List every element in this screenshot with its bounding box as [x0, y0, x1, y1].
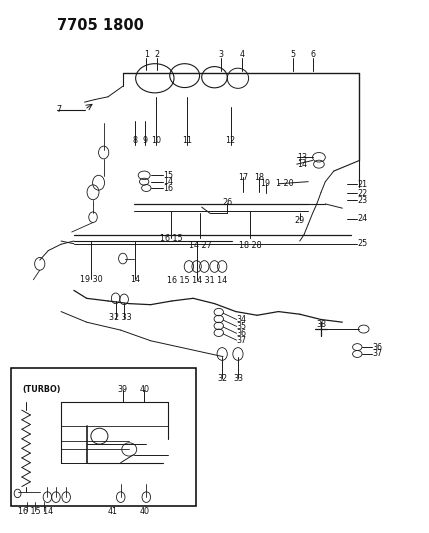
- Text: 4: 4: [240, 50, 245, 59]
- Text: 21: 21: [357, 180, 367, 189]
- FancyBboxPatch shape: [11, 368, 196, 506]
- Text: 16 15 14: 16 15 14: [18, 507, 53, 516]
- Text: 11: 11: [182, 136, 192, 146]
- Text: 22: 22: [357, 189, 368, 198]
- Text: (TURBO): (TURBO): [23, 385, 61, 394]
- Text: 40: 40: [139, 385, 149, 394]
- Text: 18 28: 18 28: [239, 241, 262, 250]
- Text: 6: 6: [310, 50, 315, 59]
- Text: 2: 2: [154, 50, 160, 59]
- Text: 8: 8: [132, 136, 137, 146]
- Text: 29: 29: [295, 216, 305, 225]
- Text: 39: 39: [118, 385, 128, 394]
- Text: 16: 16: [163, 183, 173, 192]
- Text: 16 15: 16 15: [160, 234, 182, 243]
- Text: 13: 13: [297, 153, 307, 162]
- Text: 7: 7: [57, 105, 62, 114]
- Text: 1 20: 1 20: [276, 179, 294, 188]
- Text: 34: 34: [237, 315, 247, 324]
- Text: 9: 9: [143, 136, 148, 146]
- Text: 10: 10: [151, 136, 161, 146]
- Text: 7705 1800: 7705 1800: [57, 18, 144, 34]
- Text: 37: 37: [372, 350, 382, 359]
- Text: 37: 37: [237, 336, 247, 345]
- Text: 38: 38: [316, 320, 326, 329]
- Text: 26: 26: [222, 198, 233, 207]
- Text: 14 27: 14 27: [189, 241, 212, 250]
- Text: 36: 36: [372, 343, 382, 352]
- Text: 33: 33: [233, 374, 243, 383]
- Text: 16 15 14 31 14: 16 15 14 31 14: [166, 276, 227, 285]
- Text: 5: 5: [291, 50, 296, 59]
- Text: 35: 35: [237, 322, 247, 331]
- Text: 32: 32: [217, 374, 227, 383]
- Text: 36: 36: [237, 329, 247, 338]
- Text: 17: 17: [239, 173, 248, 182]
- Text: 40: 40: [139, 507, 149, 516]
- Text: 14: 14: [163, 177, 173, 186]
- Text: 24: 24: [357, 214, 367, 223]
- Text: 3: 3: [218, 50, 224, 59]
- Text: 15: 15: [163, 171, 173, 180]
- Text: 18: 18: [254, 173, 264, 182]
- Text: 1: 1: [144, 50, 149, 59]
- Text: 41: 41: [107, 507, 117, 516]
- Text: 32 33: 32 33: [109, 313, 131, 322]
- Text: 14: 14: [297, 160, 307, 168]
- Text: 12: 12: [226, 136, 236, 146]
- Text: 25: 25: [357, 239, 368, 248]
- Text: 14: 14: [130, 274, 140, 284]
- Text: 19: 19: [260, 179, 271, 188]
- Text: 23: 23: [357, 196, 367, 205]
- Text: 19 30: 19 30: [80, 274, 102, 284]
